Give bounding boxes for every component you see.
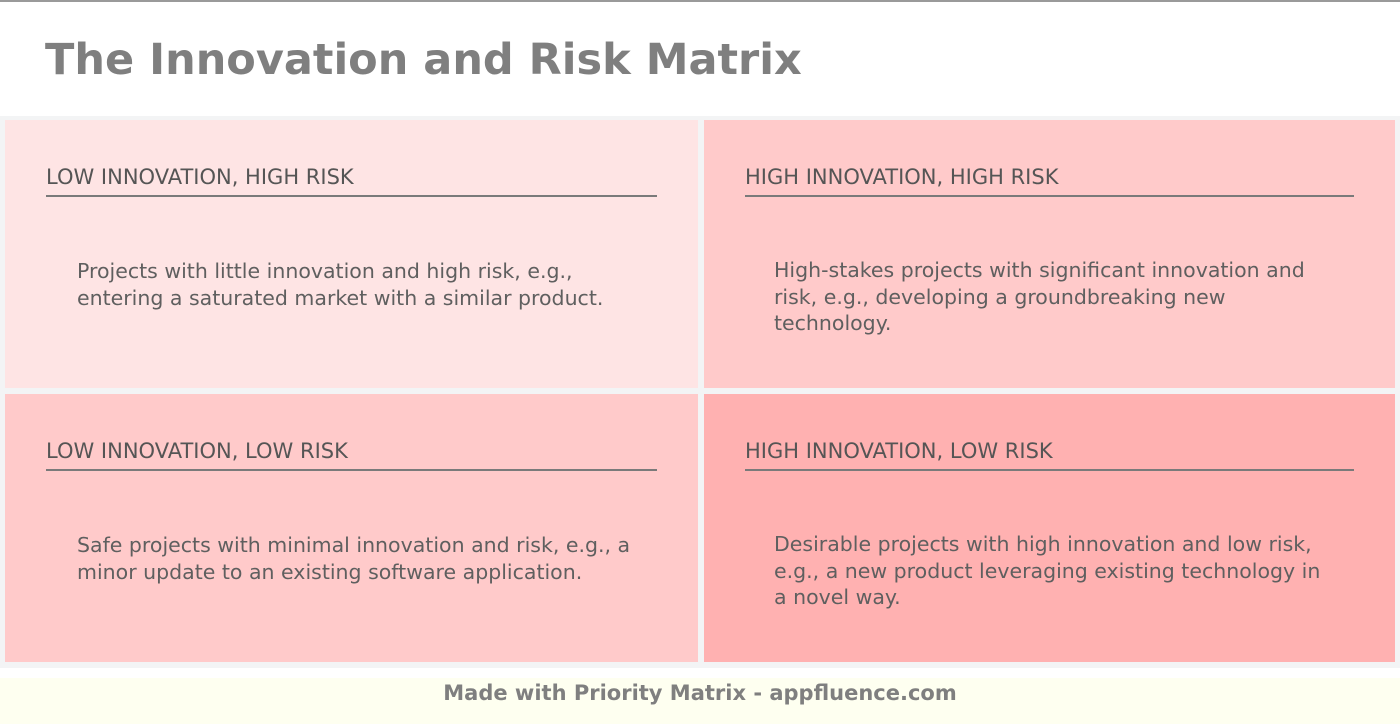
quadrant-heading: HIGH INNOVATION, HIGH RISK <box>745 163 1354 197</box>
quadrant-low-innovation-low-risk: LOW INNOVATION, LOW RISK Safe projects w… <box>5 394 698 662</box>
quadrant-description: Safe projects with minimal innovation an… <box>77 533 631 584</box>
quadrant-description: Projects with little innovation and high… <box>77 259 604 310</box>
footer: Made with Priority Matrix - appfluence.c… <box>0 678 1400 724</box>
quadrant-heading: LOW INNOVATION, LOW RISK <box>46 437 657 471</box>
quadrant-grid: LOW INNOVATION, HIGH RISK Projects with … <box>0 116 1400 668</box>
page-title: The Innovation and Risk Matrix <box>45 35 802 85</box>
quadrant-high-innovation-low-risk: HIGH INNOVATION, LOW RISK Desirable proj… <box>704 394 1395 662</box>
quadrant-high-innovation-high-risk: HIGH INNOVATION, HIGH RISK High-stakes p… <box>704 120 1395 388</box>
quadrant-heading: HIGH INNOVATION, LOW RISK <box>745 437 1354 471</box>
quadrant-heading: LOW INNOVATION, HIGH RISK <box>46 163 657 197</box>
quadrant-low-innovation-high-risk: LOW INNOVATION, HIGH RISK Projects with … <box>5 120 698 388</box>
quadrant-description: High-stakes projects with significant in… <box>774 258 1305 335</box>
quadrant-description: Desirable projects with high innovation … <box>774 532 1321 609</box>
footer-credit: Made with Priority Matrix - appfluence.c… <box>443 681 957 705</box>
